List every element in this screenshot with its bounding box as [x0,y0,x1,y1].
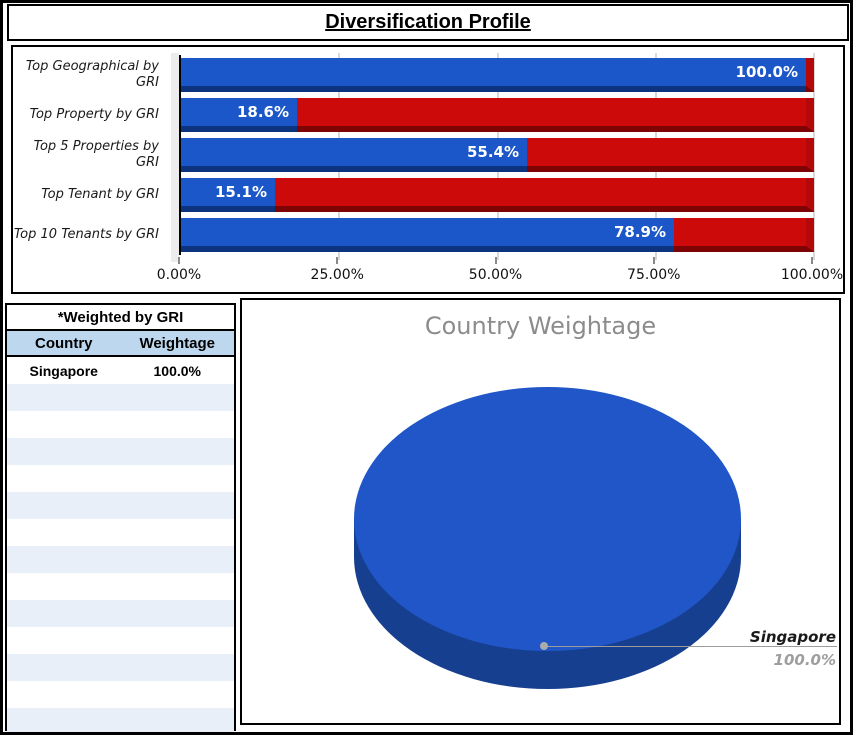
bar-value-label: 18.6% [236,103,289,121]
bar-row: 78.9% [181,215,814,255]
table-header-cell[interactable]: Country [35,334,93,352]
pie-leader-line [544,646,837,647]
category-label: Top Geographical by GRI [25,58,159,90]
bar-value-label: 15.1% [214,183,267,201]
x-axis-label: 50.00% [468,267,523,283]
bar-segment-blue[interactable]: 78.9% [181,218,674,252]
table-empty-row[interactable] [7,654,234,681]
table-empty-row[interactable] [7,681,234,708]
pie-leader-dot [540,642,548,650]
table-body: Singapore 100.0% [7,357,234,732]
category-label: Top 5 Properties by GRI [33,138,159,170]
axis-tick [178,257,180,264]
table-empty-row[interactable] [7,600,234,627]
bar-row: 18.6% [181,95,814,135]
bar-segment-blue[interactable]: 18.6% [181,98,297,132]
bar-chart-plot-area: 100.0% 18.6% 55.4% 15.1% 78.9% [171,53,815,262]
table-empty-row[interactable] [7,546,234,573]
bar-segment-red[interactable] [297,98,814,132]
bar-segment-red[interactable] [806,58,814,92]
gridline [813,53,815,260]
table-empty-row[interactable] [7,573,234,600]
table-cell[interactable]: 100.0% [153,362,201,379]
bar-segment-red[interactable] [674,218,814,252]
x-axis-label: 0.00% [156,267,202,283]
table-empty-row[interactable] [7,384,234,411]
table-empty-row[interactable] [7,465,234,492]
bar-segment-blue[interactable]: 100.0% [181,58,806,92]
bar-row: 15.1% [181,175,814,215]
bar-value-label: 100.0% [735,63,798,81]
bar-chart-category-axis: Top Geographical by GRI Top Property by G… [13,55,165,255]
axis-tick [652,257,655,264]
table-header-row: Country Weightage [7,331,234,357]
bar-segment-red[interactable] [527,138,814,172]
bar-row: 55.4% [181,135,814,175]
chart-3d-wall [171,53,179,262]
table-row: Singapore 100.0% [7,357,234,384]
table-empty-row[interactable] [7,492,234,519]
pie-label-country: Singapore [749,628,836,646]
bar-value-label: 78.9% [613,223,666,241]
category-label: Top Property by GRI [29,106,159,122]
table-empty-row[interactable] [7,627,234,654]
table-empty-row[interactable] [7,411,234,438]
category-label: Top 10 Tenants by GRI [13,226,159,242]
x-axis-label: 75.00% [627,267,681,283]
page-title-box: Diversification Profile [7,4,849,41]
pie-chart-title: Country Weightage [424,312,657,340]
table-empty-row[interactable] [7,438,234,465]
pie-slice-singapore[interactable] [354,387,741,651]
bar-segment-blue[interactable]: 55.4% [181,138,527,172]
x-axis-label: 100.00% [780,267,844,283]
category-label: Top Tenant by GRI [41,186,159,202]
table-caption: *Weighted by GRI [7,305,234,331]
bar-value-label: 55.4% [466,143,519,161]
diversification-bar-chart[interactable]: Top Geographical by GRI Top Property by G… [11,45,845,294]
axis-tick [811,257,813,264]
table-header-cell[interactable]: Weightage [139,334,216,352]
bar-row: 100.0% [181,55,814,95]
table-empty-row[interactable] [7,708,234,732]
bar-segment-blue[interactable]: 15.1% [181,178,275,212]
table-empty-row[interactable] [7,519,234,546]
axis-tick [336,257,339,264]
page-title: Diversification Profile [325,11,531,33]
country-weightage-pie-panel: Country Weightage Singapore 100.0% [240,298,841,725]
pie-label-value: 100.0% [773,651,836,669]
x-axis-label: 25.00% [310,267,364,283]
table-cell[interactable]: Singapore [29,362,98,379]
axis-tick [494,257,497,264]
bar-segment-red[interactable] [275,178,814,212]
country-weightage-table: *Weighted by GRI Country Weightage Singap… [5,303,236,732]
